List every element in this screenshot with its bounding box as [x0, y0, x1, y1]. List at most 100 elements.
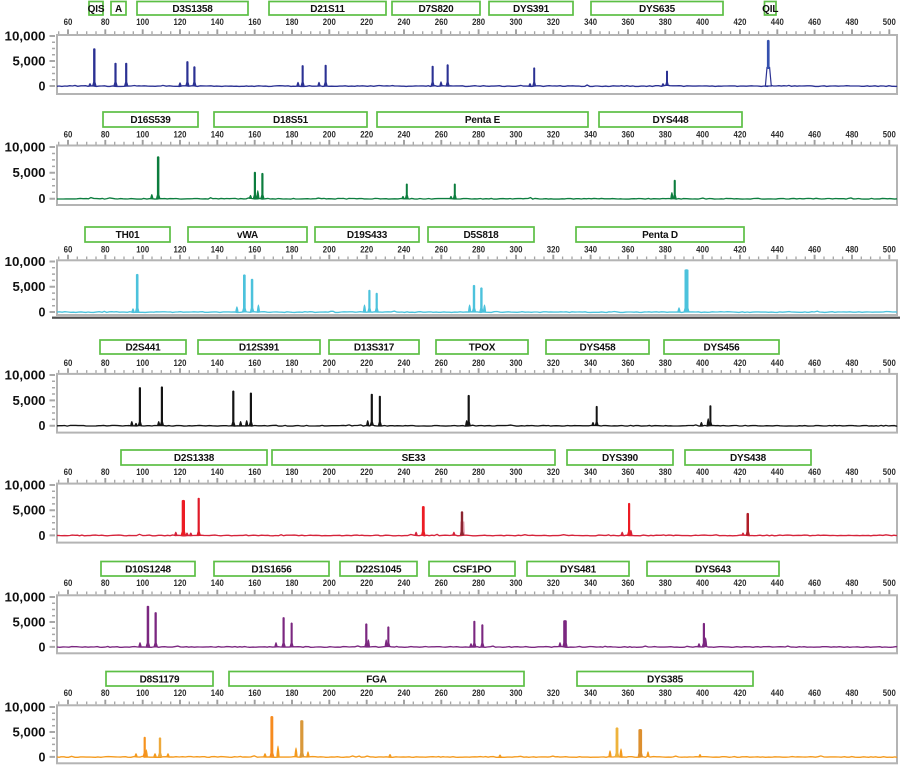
svg-text:QIL: QIL: [762, 4, 778, 15]
svg-text:460: 460: [808, 245, 821, 256]
svg-text:80: 80: [101, 129, 110, 140]
svg-text:5,000: 5,000: [13, 54, 46, 68]
svg-text:120: 120: [174, 578, 187, 589]
svg-text:440: 440: [771, 17, 784, 28]
svg-text:380: 380: [659, 129, 672, 140]
svg-text:0: 0: [39, 79, 46, 93]
svg-text:DYS448: DYS448: [652, 115, 689, 126]
svg-text:D13S317: D13S317: [354, 343, 395, 354]
svg-text:120: 120: [174, 358, 187, 369]
svg-text:480: 480: [846, 358, 859, 369]
svg-text:D22S1045: D22S1045: [356, 564, 402, 575]
svg-text:10,000: 10,000: [5, 368, 46, 382]
svg-text:300: 300: [510, 578, 523, 589]
svg-text:80: 80: [101, 688, 110, 699]
svg-text:240: 240: [398, 578, 411, 589]
svg-text:380: 380: [659, 17, 672, 28]
svg-text:120: 120: [174, 129, 187, 140]
svg-text:80: 80: [101, 245, 110, 256]
svg-text:180: 180: [286, 358, 299, 369]
svg-text:260: 260: [435, 688, 448, 699]
svg-text:180: 180: [286, 245, 299, 256]
svg-text:300: 300: [510, 688, 523, 699]
svg-text:A: A: [115, 4, 122, 15]
svg-text:360: 360: [622, 17, 635, 28]
svg-text:480: 480: [846, 467, 859, 478]
svg-text:100: 100: [136, 467, 149, 478]
svg-text:500: 500: [883, 688, 896, 699]
svg-text:340: 340: [584, 467, 597, 478]
svg-text:160: 160: [248, 467, 261, 478]
svg-text:480: 480: [846, 688, 859, 699]
svg-text:440: 440: [771, 245, 784, 256]
svg-text:120: 120: [174, 688, 187, 699]
svg-text:100: 100: [136, 578, 149, 589]
svg-text:460: 460: [808, 17, 821, 28]
svg-text:440: 440: [771, 688, 784, 699]
svg-text:D2S1338: D2S1338: [174, 453, 215, 464]
svg-text:460: 460: [808, 358, 821, 369]
svg-text:60: 60: [64, 17, 73, 28]
svg-text:420: 420: [734, 467, 747, 478]
svg-text:100: 100: [136, 358, 149, 369]
svg-text:220: 220: [360, 245, 373, 256]
svg-text:500: 500: [883, 245, 896, 256]
svg-text:400: 400: [696, 358, 709, 369]
svg-text:140: 140: [211, 688, 224, 699]
svg-text:400: 400: [696, 578, 709, 589]
svg-text:TH01: TH01: [116, 230, 140, 241]
svg-text:D1S1656: D1S1656: [251, 564, 292, 575]
svg-text:400: 400: [696, 467, 709, 478]
svg-text:160: 160: [248, 129, 261, 140]
svg-text:60: 60: [64, 358, 73, 369]
svg-text:500: 500: [883, 578, 896, 589]
svg-text:120: 120: [174, 17, 187, 28]
svg-text:380: 380: [659, 688, 672, 699]
svg-text:320: 320: [547, 578, 560, 589]
svg-text:220: 220: [360, 688, 373, 699]
svg-text:300: 300: [510, 129, 523, 140]
svg-text:10,000: 10,000: [5, 140, 46, 154]
svg-text:80: 80: [101, 358, 110, 369]
svg-text:10,000: 10,000: [5, 478, 46, 492]
svg-text:320: 320: [547, 358, 560, 369]
svg-text:0: 0: [39, 529, 46, 543]
svg-text:340: 340: [584, 688, 597, 699]
svg-text:260: 260: [435, 245, 448, 256]
svg-text:420: 420: [734, 129, 747, 140]
svg-text:340: 340: [584, 578, 597, 589]
svg-text:10,000: 10,000: [5, 255, 46, 269]
svg-text:500: 500: [883, 129, 896, 140]
svg-text:140: 140: [211, 467, 224, 478]
svg-text:200: 200: [323, 17, 336, 28]
svg-text:420: 420: [734, 245, 747, 256]
svg-text:DYS456: DYS456: [703, 343, 740, 354]
svg-text:SE33: SE33: [402, 453, 426, 464]
svg-text:380: 380: [659, 578, 672, 589]
svg-text:DYS458: DYS458: [579, 343, 616, 354]
svg-text:80: 80: [101, 17, 110, 28]
svg-text:DYS385: DYS385: [647, 674, 684, 685]
svg-text:320: 320: [547, 245, 560, 256]
svg-text:260: 260: [435, 358, 448, 369]
svg-text:DYS390: DYS390: [602, 453, 639, 464]
svg-text:220: 220: [360, 358, 373, 369]
svg-text:100: 100: [136, 688, 149, 699]
svg-text:D16S539: D16S539: [130, 115, 171, 126]
svg-text:60: 60: [64, 578, 73, 589]
svg-text:500: 500: [883, 17, 896, 28]
svg-text:D8S1179: D8S1179: [140, 674, 180, 685]
svg-text:180: 180: [286, 17, 299, 28]
svg-text:280: 280: [472, 129, 485, 140]
svg-text:5,000: 5,000: [13, 280, 46, 294]
svg-text:160: 160: [248, 688, 261, 699]
svg-text:360: 360: [622, 467, 635, 478]
svg-text:280: 280: [472, 467, 485, 478]
svg-text:200: 200: [323, 129, 336, 140]
svg-text:480: 480: [846, 129, 859, 140]
svg-text:280: 280: [472, 358, 485, 369]
svg-text:260: 260: [435, 467, 448, 478]
svg-text:300: 300: [510, 358, 523, 369]
svg-text:220: 220: [360, 17, 373, 28]
svg-text:200: 200: [323, 245, 336, 256]
